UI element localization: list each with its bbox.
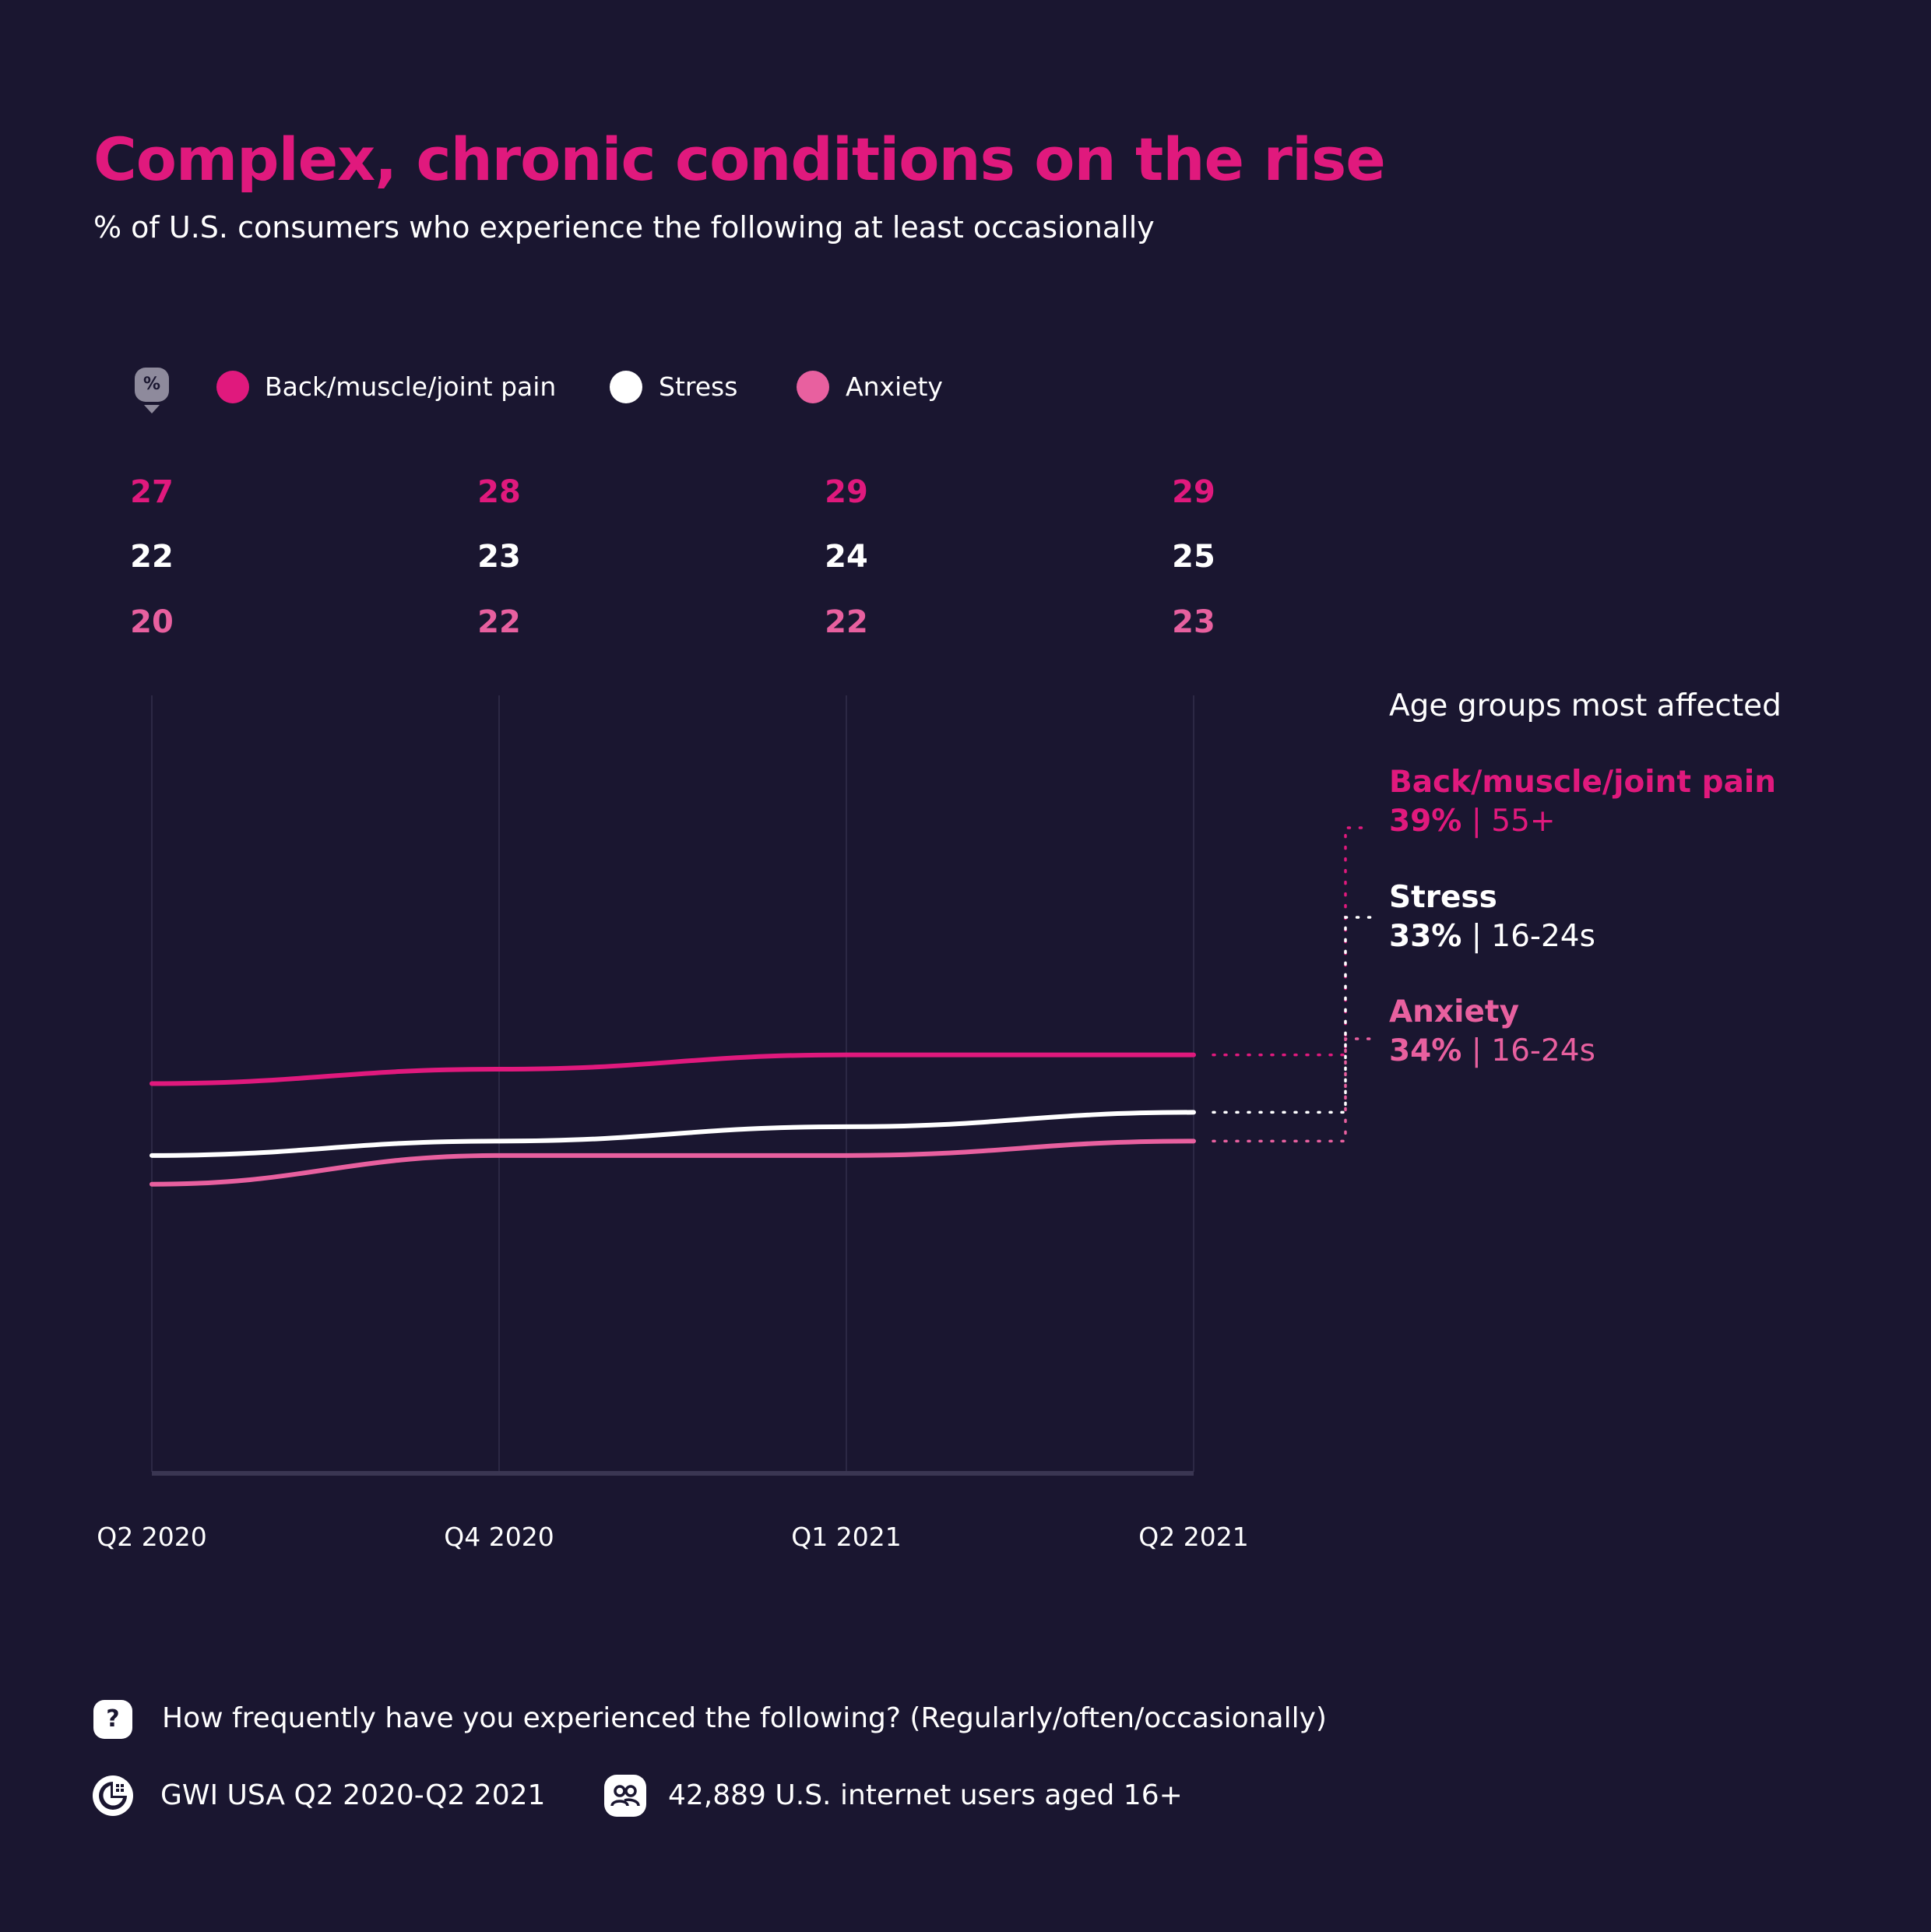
connector-anxiety (1212, 1037, 1372, 1143)
value-label-back-muscle-joint-pain-q2-2021: 29 (1172, 474, 1215, 510)
footer-question: How frequently have you experienced the … (162, 1702, 1327, 1734)
percent-unit-icon: % (135, 368, 169, 402)
chart-subtitle: % of U.S. consumers who experience the f… (93, 210, 1155, 245)
value-label-stress-q2-2020: 22 (130, 539, 174, 575)
side-item-stress-name: Stress (1389, 880, 1497, 915)
legend-swatch-anxiety (797, 371, 829, 403)
series-line-stress (149, 1110, 1196, 1158)
value-label-anxiety-q2-2020: 20 (130, 604, 174, 640)
side-item-anxiety-group: 16-24s (1491, 1033, 1595, 1068)
question-icon: ? (93, 1700, 132, 1739)
x-tick-label-q4-2020: Q4 2020 (444, 1522, 554, 1552)
series-line-anxiety (149, 1138, 1196, 1187)
side-item-stress-group: 16-24s (1491, 919, 1595, 954)
value-label-back-muscle-joint-pain-q1-2021: 29 (825, 474, 868, 510)
x-tick-label-q1-2021: Q1 2021 (791, 1522, 902, 1552)
value-label-stress-q4-2020: 23 (477, 539, 521, 575)
side-panel-heading: Age groups most affected (1389, 688, 1782, 723)
legend-label-anxiety: Anxiety (846, 371, 943, 402)
footer-source: GWI USA Q2 2020-Q2 2021 (160, 1779, 546, 1811)
value-label-anxiety-q2-2021: 23 (1172, 604, 1215, 640)
people-icon (604, 1775, 646, 1817)
footer-audience: 42,889 U.S. internet users aged 16+ (668, 1779, 1183, 1811)
x-tick-label-q2-2020: Q2 2020 (97, 1522, 207, 1552)
side-item-anxiety-percent: 34% (1389, 1033, 1462, 1068)
side-item-back-pain-group: 55+ (1491, 804, 1556, 839)
side-item-stress-stat: 33% | 16-24s (1389, 919, 1595, 954)
side-item-back-pain-name: Back/muscle/joint pain (1389, 765, 1777, 800)
side-item-back-pain-stat: 39% | 55+ (1389, 804, 1556, 839)
connector-stress (1212, 916, 1372, 1114)
value-label-back-muscle-joint-pain-q4-2020: 28 (477, 474, 521, 510)
value-label-anxiety-q1-2021: 22 (825, 604, 868, 640)
legend-label-back-pain: Back/muscle/joint pain (265, 371, 557, 402)
legend-label-stress: Stress (659, 371, 738, 402)
x-tick-label-q2-2021: Q2 2021 (1138, 1522, 1249, 1552)
chart-title: Complex, chronic conditions on the rise (93, 125, 1386, 194)
side-item-back-pain-percent: 39% (1389, 804, 1462, 839)
side-item-anxiety-name: Anxiety (1389, 994, 1519, 1029)
percent-unit-icon-tip (144, 405, 160, 413)
legend-swatch-back-pain (216, 371, 249, 403)
gwi-logo-icon (92, 1775, 134, 1817)
value-label-anxiety-q4-2020: 22 (477, 604, 521, 640)
value-label-stress-q1-2021: 24 (825, 539, 868, 575)
value-label-stress-q2-2021: 25 (1172, 539, 1215, 575)
side-item-anxiety-stat: 34% | 16-24s (1389, 1033, 1595, 1068)
legend-swatch-stress (610, 371, 642, 403)
series-line-back-muscle-joint-pain (149, 1052, 1196, 1086)
side-item-stress-percent: 33% (1389, 919, 1462, 954)
value-label-back-muscle-joint-pain-q2-2020: 27 (130, 474, 174, 510)
